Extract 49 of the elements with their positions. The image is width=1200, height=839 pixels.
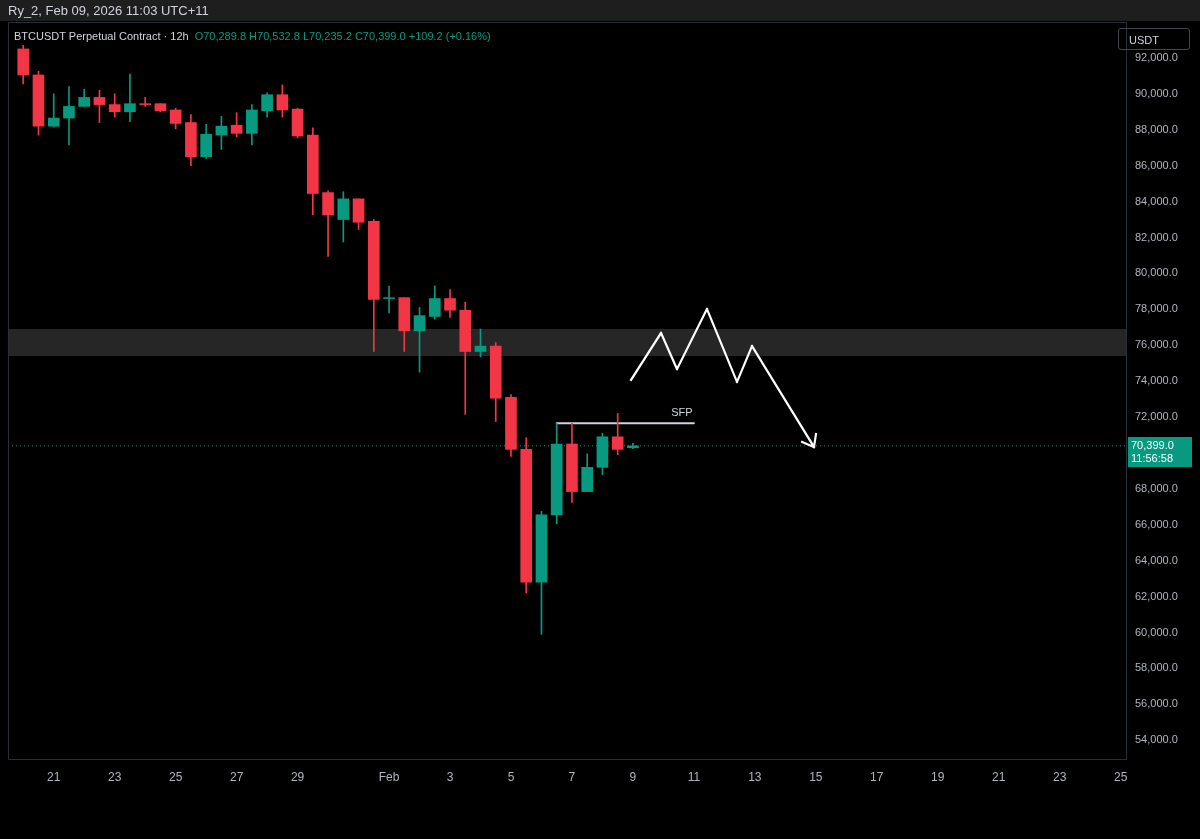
candlestick: [139, 97, 152, 107]
y-tick-label: 86,000.0: [1135, 158, 1178, 171]
x-tick-label: 25: [1113, 769, 1128, 784]
y-tick-label: 78,000.0: [1135, 302, 1178, 315]
text: USDT: [1118, 28, 1190, 50]
text: Ry_2, Feb 09, 2026 11:03 UTC+11: [0, 0, 1200, 21]
y-tick-label: 84,000.0: [1135, 194, 1178, 207]
y-tick-label: 90,000.0: [1135, 86, 1178, 99]
annotation: O70,289.8 H70,532.8 L70,235.2 C70,399.0 +109.2 (+0.16%): [194, 30, 491, 42]
y-tick-label: 80,000.0: [1135, 266, 1178, 279]
x-tick-label: 23: [1053, 769, 1067, 784]
x-tick-label: 11: [687, 769, 701, 784]
x-tick-label: 27: [229, 769, 244, 784]
x-tick-label: 23: [108, 769, 122, 784]
x-tick-label: 21: [992, 769, 1006, 784]
candlestick: [63, 86, 75, 146]
x-tick-label: Feb: [378, 769, 400, 784]
candlestick: [47, 93, 60, 128]
x-tick-label: 29: [290, 769, 305, 784]
y-tick-label: 68,000.0: [1135, 481, 1178, 494]
x-tick-label: 3: [446, 769, 454, 784]
x-tick-label: 9: [629, 769, 637, 784]
y-tick-label: 88,000.0: [1135, 122, 1178, 135]
y-tick-label: 76,000.0: [1135, 338, 1178, 351]
x-tick-label: 5: [507, 769, 515, 784]
y-tick-label: 56,000.0: [1135, 697, 1178, 710]
y-tick-label: 74,000.0: [1135, 374, 1178, 387]
x-tick-label: 19: [931, 769, 945, 784]
text: BTCUSDT Perpetual Contract · 12h: [14, 30, 189, 42]
y-tick-label: 64,000.0: [1135, 553, 1178, 566]
text: 11:56:58: [1131, 451, 1174, 464]
candlestick: [383, 285, 395, 314]
x-tick-label: 21: [47, 769, 61, 784]
candlestick: [124, 73, 136, 122]
y-tick-label: 82,000.0: [1135, 230, 1178, 243]
y-tick-label: 92,000.0: [1135, 50, 1178, 63]
annotation: SFP: [671, 406, 693, 419]
x-tick-label: 7: [568, 769, 576, 784]
x-tick-label: 25: [168, 769, 183, 784]
x-tick-label: 17: [870, 769, 884, 784]
y-tick-label: 62,000.0: [1135, 589, 1178, 602]
x-tick-label: 13: [748, 769, 762, 784]
y-tick-label: 54,000.0: [1135, 733, 1178, 746]
y-tick-label: 66,000.0: [1135, 517, 1178, 530]
y-tick-label: 58,000.0: [1135, 661, 1178, 674]
x-tick-label: 15: [809, 769, 823, 784]
ref-line-label: 70,399.0: [1131, 438, 1174, 451]
y-tick-label: 72,000.0: [1135, 410, 1178, 423]
y-tick-label: 60,000.0: [1135, 625, 1178, 638]
